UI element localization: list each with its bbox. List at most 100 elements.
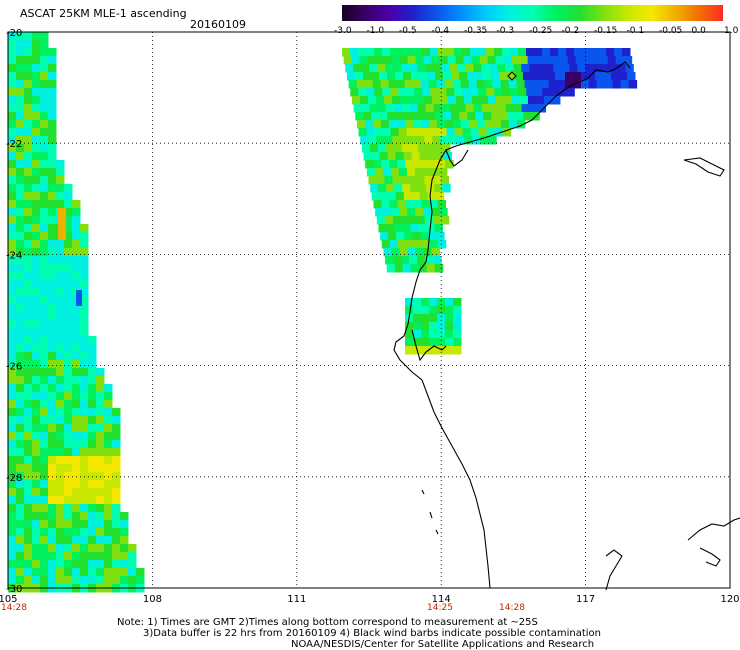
colorbar-tick-label: -0.05 (659, 26, 683, 36)
swath-cell (64, 200, 73, 209)
swath-cell (40, 184, 49, 193)
swath-cell (32, 312, 41, 321)
swath-cell (428, 120, 438, 129)
swath-cell (16, 416, 25, 425)
swath-cell (32, 320, 41, 329)
swath-cell (479, 96, 489, 105)
swath-cell (40, 280, 49, 289)
swath-cell (40, 504, 49, 513)
swath-cell (8, 224, 17, 233)
swath-cell (391, 248, 400, 257)
swath-cell (470, 48, 479, 57)
swath-cell (16, 312, 25, 321)
swath-cell (431, 248, 440, 257)
swath-cell (32, 264, 41, 273)
swath-cell (398, 88, 407, 97)
swath-cell (425, 144, 435, 153)
swath-cell (40, 168, 49, 177)
swath-cell (515, 112, 524, 121)
swath-cell (16, 344, 25, 353)
swath-cell (24, 224, 33, 233)
swath-cell (393, 256, 402, 265)
swath-cell (48, 72, 57, 81)
time-label: 14:28 (499, 603, 525, 613)
swath-cell (72, 504, 81, 513)
swath-cell (16, 440, 25, 449)
swath-cell (48, 200, 57, 209)
swath-cell (48, 320, 57, 329)
swath-cell (361, 64, 370, 73)
swath-cell (56, 328, 65, 337)
swath-cell (40, 304, 49, 313)
swath-cell (48, 272, 57, 281)
swath-cell (432, 216, 442, 225)
swath-cell (423, 96, 433, 105)
swath-cell (404, 120, 414, 129)
swath-cell (430, 48, 439, 57)
swath-cell (401, 256, 410, 265)
swath-cell (8, 480, 17, 489)
swath-cell (48, 544, 57, 553)
swath-cell (604, 80, 614, 89)
swath-cell (56, 272, 65, 281)
swath-cell (72, 248, 81, 257)
swath-cell (391, 56, 401, 65)
swath-cell (441, 144, 451, 153)
swath-cell (397, 200, 406, 209)
swath-cell (432, 136, 441, 145)
swath-cell (120, 512, 129, 521)
swath-cell (8, 88, 17, 97)
swath-cell (56, 528, 65, 537)
swath-cell (16, 88, 25, 97)
swath-cell (24, 280, 33, 289)
swath-cell (377, 104, 387, 113)
swath-cell (530, 72, 540, 81)
swath-cell (397, 240, 407, 249)
swath-cell (72, 272, 81, 281)
swath-cell (72, 552, 81, 561)
axis-labels: 105 108 111 114 117 120 -20 -22 -24 -26 -28 -30 14:2… (0, 28, 740, 613)
swath-cell (411, 152, 421, 161)
swath-cell (40, 264, 49, 273)
swath-cell (447, 96, 457, 105)
swath-cell (382, 48, 391, 57)
swath-cell (378, 184, 387, 193)
swath-cell (64, 472, 73, 481)
swath-cell (408, 136, 417, 145)
swath-cell (8, 560, 17, 569)
swath-cell (478, 48, 487, 57)
swath-cell (364, 80, 374, 89)
swath-cell (96, 480, 105, 489)
swath-cell (32, 296, 41, 305)
swath-cell (498, 72, 508, 81)
lat-tick-label: -24 (6, 250, 22, 261)
swath-cell (56, 176, 65, 185)
swath-cell (72, 536, 81, 545)
swath-cell (48, 240, 57, 249)
swath-cell (398, 168, 408, 177)
swath-cell (48, 176, 57, 185)
swath-cell (481, 104, 491, 113)
colorbar-tick-label: -0.35 (464, 26, 488, 36)
swath-cell (390, 128, 400, 137)
swath-cell (80, 240, 89, 249)
swath-cell (446, 88, 455, 97)
swath-cell (96, 424, 105, 433)
footnote-line-1: Note: 1) Times are GMT 2)Times along bot… (117, 617, 538, 628)
swath-cell (422, 88, 431, 97)
swath-cell (56, 424, 65, 433)
swath-cell (429, 160, 438, 169)
swath-cell (48, 160, 57, 169)
swath-cell (104, 504, 113, 513)
colorbar-tick-label: -0.3 (496, 26, 515, 36)
swath-cell (454, 88, 463, 97)
swath-cell (88, 336, 97, 345)
swath-cell (394, 184, 403, 193)
swath-cell (120, 560, 129, 569)
swath-cell (64, 488, 73, 497)
swath-cell (24, 48, 33, 57)
swath-cell (416, 176, 426, 185)
swath-cell (96, 488, 105, 497)
swath-cell (518, 48, 527, 57)
swath-cell (32, 128, 41, 137)
